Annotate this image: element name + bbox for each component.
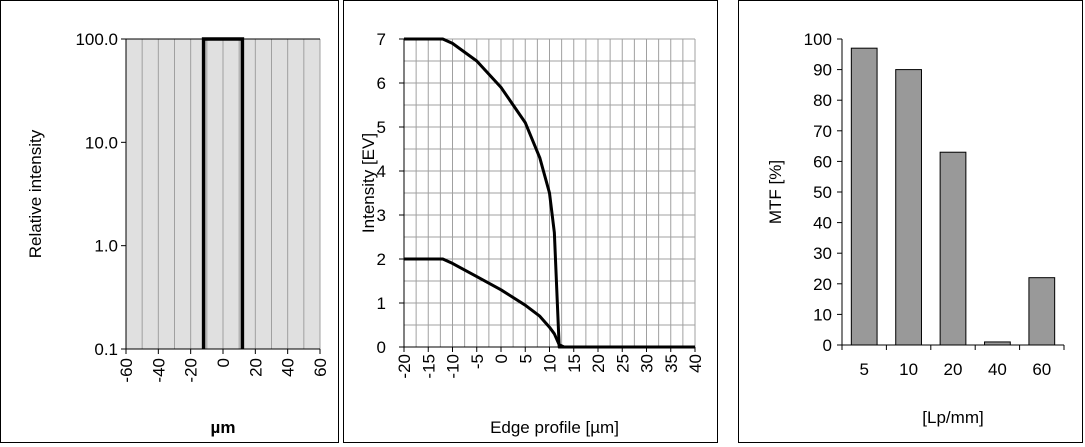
y-tick-label: 10 xyxy=(813,305,832,324)
x-tick-label: -20 xyxy=(395,354,414,379)
x-tick-label: 0 xyxy=(492,354,511,363)
y-tick-label: 20 xyxy=(813,275,832,294)
x-tick-label: 30 xyxy=(638,354,657,373)
x-tick-label: -20 xyxy=(182,358,201,383)
x-tick-label: -5 xyxy=(468,354,487,369)
chart-relative-intensity: 0.1 1.0 10.0 100.0 -60 -40 -20 0 20 40 60 Relative … xyxy=(26,30,330,437)
x-tick-label: 40 xyxy=(686,354,705,373)
bar xyxy=(984,341,1011,346)
bar xyxy=(939,151,967,346)
bar xyxy=(895,69,922,346)
x-axis-title: µm xyxy=(211,418,236,437)
x-tick-label: 15 xyxy=(565,354,584,373)
x-tick-label: 40 xyxy=(279,358,298,377)
y-tick-label: 0 xyxy=(823,336,832,355)
y-tick-label: 3 xyxy=(377,206,386,225)
y-tick-label: 2 xyxy=(377,250,386,269)
y-axis-title: Intensity [EV] xyxy=(359,133,378,233)
x-tick-label: 5 xyxy=(859,360,868,379)
y-tick-label: 60 xyxy=(813,152,832,171)
y-tick-label: 1 xyxy=(377,294,386,313)
chart-panel-1: 0.1 1.0 10.0 100.0 -60 -40 -20 0 20 40 60 Relative … xyxy=(0,0,339,443)
y-tick-label: 50 xyxy=(813,183,832,202)
y-tick-label: 0 xyxy=(377,338,386,357)
bar xyxy=(1028,277,1056,346)
y-tick-label: 10.0 xyxy=(85,133,118,152)
y-tick-label: 70 xyxy=(813,122,832,141)
chart-mtf: 0 10 20 30 40 50 60 70 80 90 100 5 10 20 40 60 MTF [%] [L… xyxy=(766,30,1065,427)
x-tick-label: 20 xyxy=(589,354,608,373)
y-tick-label: 100.0 xyxy=(75,30,118,49)
y-tick-label: 90 xyxy=(813,61,832,80)
y-axis-title: Relative intensity xyxy=(26,129,45,258)
y-tick-label: 6 xyxy=(377,74,386,93)
x-axis-title: [Lp/mm] xyxy=(922,408,983,427)
x-tick-label: 25 xyxy=(613,354,632,373)
y-tick-label: 4 xyxy=(377,162,386,181)
x-tick-label: 10 xyxy=(541,354,560,373)
x-tick-label: 0 xyxy=(214,358,233,367)
x-tick-label: 10 xyxy=(899,360,918,379)
y-tick-label: 1.0 xyxy=(94,237,118,256)
y-tick-label: 7 xyxy=(377,30,386,49)
x-tick-label: -40 xyxy=(149,358,168,383)
x-tick-label: -10 xyxy=(444,354,463,379)
y-tick-label: 40 xyxy=(813,214,832,233)
x-tick-label: 60 xyxy=(1032,360,1051,379)
x-tick-label: 35 xyxy=(662,354,681,373)
x-tick-label: -15 xyxy=(419,354,438,379)
series-line xyxy=(404,257,565,349)
chart-panel-3: 0 10 20 30 40 50 60 70 80 90 100 5 10 20 40 60 MTF [%] [L… xyxy=(738,0,1083,443)
y-tick-label: 80 xyxy=(813,91,832,110)
x-axis-title: Edge profile [µm] xyxy=(490,418,619,437)
y-tick-label: 30 xyxy=(813,244,832,263)
y-axis-title: MTF [%] xyxy=(766,160,785,224)
x-tick-label: -60 xyxy=(117,358,136,383)
x-tick-label: 40 xyxy=(988,360,1007,379)
y-tick-label: 0.1 xyxy=(94,340,118,359)
chart-panel-2: 0 1 2 3 4 5 6 7 -20 -15 -10 -5 0 5 10 15 20 25 30 35 40 Inten… xyxy=(343,0,718,443)
series-line xyxy=(201,37,245,349)
x-tick-label: 60 xyxy=(311,358,330,377)
y-tick-label: 5 xyxy=(377,118,386,137)
series-line xyxy=(404,37,695,349)
x-tick-label: 20 xyxy=(246,358,265,377)
x-tick-label: 5 xyxy=(516,354,535,363)
y-tick-label: 100 xyxy=(804,30,832,49)
bar xyxy=(850,47,878,346)
x-tick-label: 20 xyxy=(944,360,963,379)
